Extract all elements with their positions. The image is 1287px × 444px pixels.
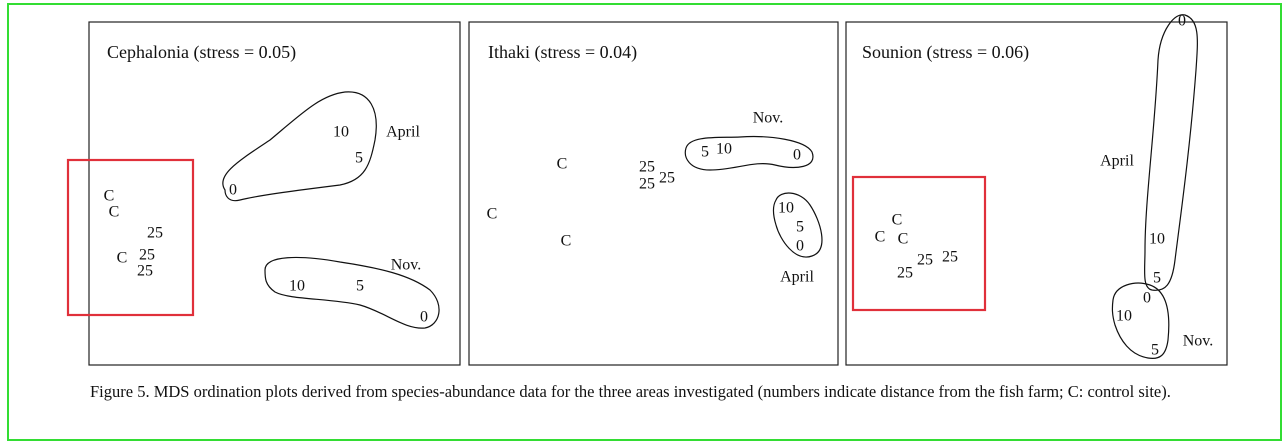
point-label: C <box>875 229 886 246</box>
point-label: 10 <box>716 141 732 158</box>
panel-border <box>845 21 1228 366</box>
highlight-box <box>851 175 987 312</box>
group-contour <box>1143 14 1198 291</box>
group-contour <box>222 91 377 202</box>
point-label: 5 <box>1153 270 1161 287</box>
point-label: 0 <box>1143 290 1151 307</box>
panel-title: Ithaki (stress = 0.04) <box>488 42 637 63</box>
point-label: 0 <box>1178 13 1186 30</box>
group-contour <box>684 135 814 171</box>
point-label: April <box>780 269 814 286</box>
frame <box>7 3 1282 441</box>
panel-border <box>468 21 839 366</box>
point-label: 5 <box>1151 342 1159 359</box>
point-label: C <box>104 188 115 205</box>
point-label: 25 <box>147 225 163 242</box>
point-label: 10 <box>333 124 349 141</box>
point-label: 25 <box>659 170 675 187</box>
panel-title: Sounion (stress = 0.06) <box>862 42 1029 63</box>
point-label: 25 <box>639 176 655 193</box>
caption: Figure 5. MDS ordination plots derived f… <box>90 382 1171 401</box>
point-label: 25 <box>897 265 913 282</box>
point-label: 0 <box>229 182 237 199</box>
panel-title: Cephalonia (stress = 0.05) <box>107 42 296 63</box>
point-label: April <box>386 124 420 141</box>
group-contour <box>772 192 823 258</box>
point-label: 10 <box>289 278 305 295</box>
point-label: C <box>892 212 903 229</box>
point-label: Nov. <box>753 110 784 127</box>
point-label: 25 <box>639 159 655 176</box>
point-label: 5 <box>701 144 709 161</box>
highlight-box <box>66 158 195 317</box>
point-label: 25 <box>139 247 155 264</box>
point-label: C <box>487 206 498 223</box>
point-label: 25 <box>137 263 153 280</box>
point-label: Nov. <box>1183 333 1214 350</box>
point-label: 0 <box>796 238 804 255</box>
point-label: 5 <box>355 150 363 167</box>
point-label: Nov. <box>391 257 422 274</box>
point-label: C <box>117 250 128 267</box>
point-label: C <box>109 204 120 221</box>
point-label: 0 <box>420 309 428 326</box>
panel-border <box>88 21 461 366</box>
point-label: C <box>898 231 909 248</box>
point-label: C <box>561 233 572 250</box>
point-label: 5 <box>356 278 364 295</box>
point-label: C <box>557 156 568 173</box>
point-label: 25 <box>942 249 958 266</box>
point-label: 25 <box>917 252 933 269</box>
point-label: April <box>1100 153 1134 170</box>
point-label: 0 <box>793 147 801 164</box>
point-label: 10 <box>1116 308 1132 325</box>
point-label: 10 <box>778 200 794 217</box>
point-label: 10 <box>1149 231 1165 248</box>
point-label: 5 <box>796 219 804 236</box>
group-contour <box>1111 282 1170 360</box>
group-contour <box>264 256 440 329</box>
